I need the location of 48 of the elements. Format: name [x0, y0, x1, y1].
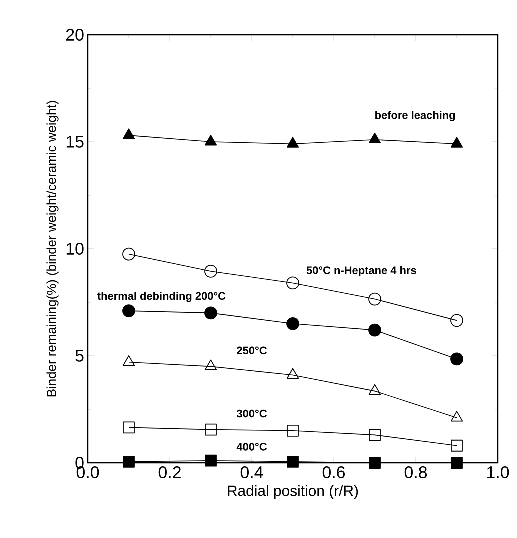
point: [368, 292, 382, 306]
point: [451, 457, 463, 469]
series-label: thermal debinding 200°C: [98, 292, 226, 302]
series-label: 400°C: [236, 443, 267, 451]
point: [286, 317, 300, 330]
x-tick-label: 1.0: [488, 466, 510, 479]
point: [450, 352, 464, 366]
x-tick-label: 0.0: [76, 466, 100, 479]
point: [204, 360, 218, 370]
y-tick-label: 10: [66, 242, 84, 255]
series-label: 50°C n-Heptane 4 hrs: [306, 266, 416, 277]
series-label: 300°C: [236, 410, 267, 418]
point: [287, 456, 299, 468]
point: [205, 454, 217, 467]
point: [122, 304, 136, 318]
x-tick-label: 0.6: [322, 466, 346, 479]
point: [123, 422, 135, 434]
point: [368, 324, 382, 337]
point: [122, 248, 136, 261]
point: [369, 457, 381, 469]
point: [368, 384, 382, 395]
point: [205, 424, 217, 436]
series-label: 250°C: [237, 346, 267, 355]
series-label: before leaching: [376, 111, 456, 122]
x-tick-label: 0.8: [404, 466, 428, 479]
point: [204, 135, 218, 146]
point: [450, 314, 464, 328]
point: [286, 276, 300, 290]
point: [123, 456, 135, 468]
point: [204, 306, 218, 320]
y-tick-label: 5: [76, 350, 84, 362]
x-axis-title: Radial position (r/R): [228, 485, 358, 500]
point: [286, 137, 300, 148]
x-tick-label: 0.2: [158, 466, 181, 479]
point: [122, 128, 136, 140]
point: [368, 132, 382, 144]
point: [287, 424, 299, 437]
point: [450, 411, 464, 422]
point: [451, 440, 463, 452]
point: [286, 368, 300, 379]
x-tick-label: 0.4: [240, 466, 264, 479]
y-tick-label: 20: [66, 28, 84, 41]
y-axis-title: Binder remaining(%) (binder weight/ceramic weight): [46, 101, 59, 397]
point: [369, 429, 381, 442]
point: [204, 265, 218, 278]
y-tick-label: 15: [66, 136, 84, 148]
point: [450, 137, 464, 148]
point: [122, 355, 136, 366]
